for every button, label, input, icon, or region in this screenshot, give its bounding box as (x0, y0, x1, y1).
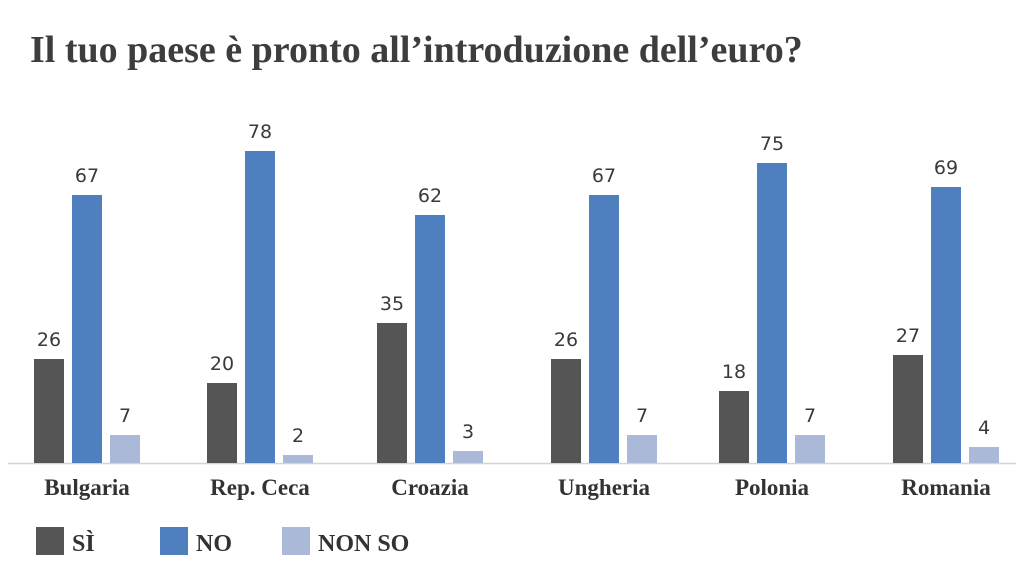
bar-non-so-3 (627, 435, 657, 463)
data-label-non-so-1: 2 (292, 425, 304, 447)
data-label-s-0: 26 (37, 329, 61, 351)
bar-non-so-4 (795, 435, 825, 463)
data-label-no-4: 75 (760, 133, 784, 155)
bar-non-so-2 (453, 451, 483, 463)
x-tick-label: Bulgaria (44, 475, 130, 500)
data-label-non-so-0: 7 (119, 405, 131, 427)
bar-non-so-1 (283, 455, 313, 463)
bar-no-4 (757, 163, 787, 463)
bar-s-4 (719, 391, 749, 463)
x-tick-label: Polonia (735, 475, 810, 500)
bar-s-2 (377, 323, 407, 463)
bar-no-5 (931, 187, 961, 463)
data-label-no-3: 67 (592, 165, 616, 187)
bar-s-0 (34, 359, 64, 463)
data-label-s-1: 20 (210, 353, 234, 375)
legend-swatch-s (36, 527, 64, 555)
bar-no-3 (589, 195, 619, 463)
bar-no-0 (72, 195, 102, 463)
data-label-s-3: 26 (554, 329, 578, 351)
legend-label-s: SÌ (72, 531, 95, 557)
bar-s-1 (207, 383, 237, 463)
legend-label-non-so: NON SO (318, 531, 409, 557)
legend-swatch-no (160, 527, 188, 555)
data-label-no-0: 67 (75, 165, 99, 187)
legend-label-no: NO (196, 531, 232, 557)
data-label-non-so-5: 4 (978, 417, 990, 439)
legend-swatch-non-so (282, 527, 310, 555)
x-tick-label: Ungheria (558, 475, 651, 500)
x-tick-label: Croazia (391, 475, 469, 500)
data-label-s-2: 35 (380, 293, 404, 315)
data-label-s-4: 18 (722, 361, 746, 383)
data-label-no-2: 62 (418, 185, 442, 207)
data-label-no-5: 69 (934, 157, 958, 179)
bar-s-3 (551, 359, 581, 463)
chart-title: Il tuo paese è pronto all’introduzione d… (30, 29, 803, 71)
data-label-non-so-2: 3 (462, 421, 474, 443)
data-label-s-5: 27 (896, 325, 920, 347)
bar-non-so-5 (969, 447, 999, 463)
x-tick-label: Rep. Ceca (210, 475, 310, 500)
data-label-non-so-3: 7 (636, 405, 648, 427)
bar-no-1 (245, 151, 275, 463)
bar-non-so-0 (110, 435, 140, 463)
x-tick-label: Romania (901, 475, 991, 500)
data-label-non-so-4: 7 (804, 405, 816, 427)
bar-no-2 (415, 215, 445, 463)
data-label-no-1: 78 (248, 121, 272, 143)
bar-s-5 (893, 355, 923, 463)
